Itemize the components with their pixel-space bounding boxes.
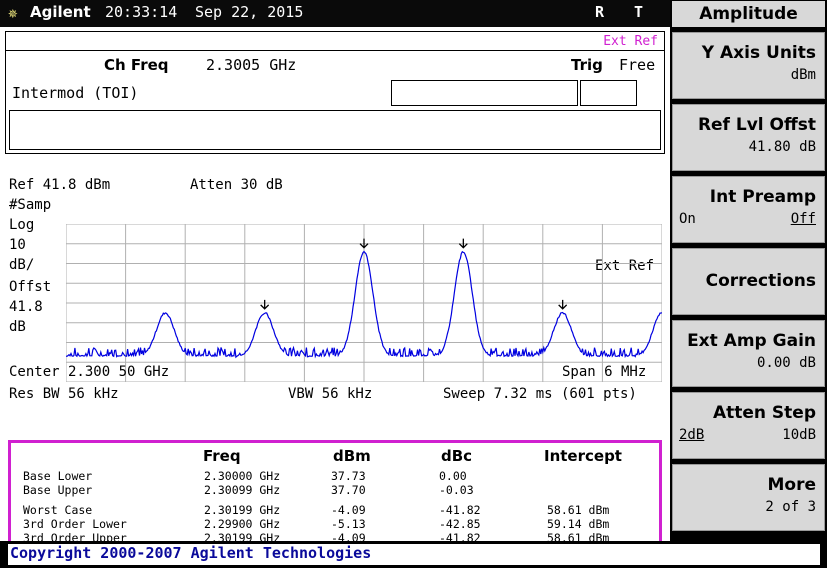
status-bar: ✵ Agilent 20:33:14 Sep 22, 2015 R T: [0, 0, 670, 27]
int-preamp-button[interactable]: Int Preamp On Off: [672, 176, 825, 243]
ext-amp-gain-label: Ext Amp Gain: [687, 331, 816, 351]
trigger-flag: T: [634, 3, 644, 21]
more-value: 2 of 3: [765, 499, 816, 515]
more-button[interactable]: More 2 of 3: [672, 464, 825, 531]
spectrum-plot: [66, 224, 662, 382]
spectrum-trace: [66, 250, 662, 359]
divider: [6, 50, 664, 51]
copyright-text: Copyright 2000-2007 Agilent Technologies: [8, 544, 820, 565]
cell-name: Base Upper: [23, 483, 93, 497]
span-label: Span 6 MHz: [562, 364, 647, 380]
scale-type-label: Log: [9, 217, 35, 233]
cell-dbc: -42.85: [439, 517, 481, 531]
ref-level-label: Ref 41.8 dBm: [9, 177, 111, 193]
cell-freq: 2.30099 GHz: [204, 483, 281, 497]
cell-name: Base Lower: [23, 469, 93, 483]
int-preamp-off: Off: [790, 211, 816, 227]
cell-dbm: -4.09: [331, 503, 366, 517]
measurement-mode: Intermod (TOI): [12, 84, 139, 102]
ext-amp-gain-button[interactable]: Ext Amp Gain 0.00 dB: [672, 320, 825, 387]
brand-name: Agilent: [30, 3, 91, 21]
trig-value: Free: [619, 56, 656, 74]
measurement-header: Ext Ref Ch Freq 2.3005 GHz Trig Free Int…: [5, 31, 665, 154]
remote-flag: R: [595, 3, 605, 21]
status-field: [391, 80, 578, 106]
agilent-logo-icon: ✵: [8, 3, 18, 22]
clock-date: Sep 22, 2015: [195, 3, 304, 21]
vbw-label: VBW 56 kHz: [288, 386, 373, 402]
trig-label: Trig: [571, 56, 603, 74]
y-axis-units-button[interactable]: Y Axis Units dBm: [672, 32, 825, 99]
ref-lvl-offst-value: 41.80 dB: [748, 139, 816, 155]
scale-unit-label: dB/: [9, 257, 35, 273]
cell-freq: 2.30199 GHz: [204, 503, 281, 517]
offset-label: Offst: [9, 279, 52, 295]
clock-time: 20:33:14: [105, 3, 178, 21]
cell-dbm: 37.73: [331, 469, 366, 483]
col-header-intercept: Intercept: [544, 447, 622, 465]
col-header-dbm: dBm: [333, 447, 371, 465]
peak-marker: [260, 299, 270, 310]
cell-intercept: 59.14 dBm: [547, 517, 610, 531]
col-header-freq: Freq: [203, 447, 241, 465]
ext-amp-gain-value: 0.00 dB: [756, 355, 816, 371]
atten-step-value: 10dB: [782, 427, 816, 443]
int-preamp-on: On: [679, 211, 696, 227]
cell-dbc: -41.82: [439, 503, 481, 517]
message-box: [9, 110, 661, 150]
cell-intercept: 58.61 dBm: [547, 503, 610, 517]
scale-value-label: 10: [9, 237, 26, 253]
ref-lvl-offst-button[interactable]: Ref Lvl Offst 41.80 dB: [672, 104, 825, 171]
ch-freq-value: 2.3005 GHz: [206, 56, 297, 74]
ext-ref-indicator: Ext Ref: [603, 34, 658, 49]
detector-label: #Samp: [9, 197, 52, 213]
cell-dbm: 37.70: [331, 483, 366, 497]
corrections-button[interactable]: Corrections: [672, 248, 825, 315]
atten-label: Atten 30 dB: [190, 177, 283, 193]
corrections-label: Corrections: [705, 271, 816, 291]
int-preamp-label: Int Preamp: [709, 187, 816, 207]
offset-value: 41.8: [9, 299, 43, 315]
results-table: Freq dBm dBc Intercept Base Lower 2.30000…: [8, 440, 662, 558]
copyright-bar: Copyright 2000-2007 Agilent Technologies: [0, 541, 827, 568]
cell-dbm: -5.13: [331, 517, 366, 531]
cell-name: 3rd Order Lower: [23, 517, 127, 531]
offset-unit: dB: [9, 319, 26, 335]
cell-dbc: -0.03: [439, 483, 474, 497]
measurement-screen: Ext Ref Ch Freq 2.3005 GHz Trig Free Int…: [0, 27, 670, 558]
atten-step-button[interactable]: Atten Step 2dB 10dB: [672, 392, 825, 459]
res-bw-label: Res BW 56 kHz: [9, 386, 119, 402]
ext-ref-plot-label: Ext Ref: [595, 258, 655, 274]
atten-step-label: Atten Step: [712, 403, 816, 423]
cell-name: Worst Case: [23, 503, 93, 517]
col-header-dbc: dBc: [441, 447, 473, 465]
ch-freq-label: Ch Freq: [104, 56, 169, 74]
more-label: More: [767, 475, 816, 495]
cell-freq: 2.30000 GHz: [204, 469, 281, 483]
y-axis-units-value: dBm: [790, 67, 816, 83]
center-freq-label: Center 2.300 50 GHz: [9, 364, 170, 380]
cell-freq: 2.29900 GHz: [204, 517, 281, 531]
cell-dbc: 0.00: [439, 469, 467, 483]
y-axis-units-label: Y Axis Units: [701, 43, 816, 63]
status-field-small: [580, 80, 637, 106]
menu-title: Amplitude: [672, 1, 825, 27]
atten-step-option-left: 2dB: [679, 427, 705, 443]
peak-marker: [458, 238, 468, 249]
softkey-panel: Amplitude Y Axis Units dBm Ref Lvl Offst…: [670, 0, 827, 541]
sweep-label: Sweep 7.32 ms (601 pts): [443, 386, 637, 402]
peak-marker: [558, 299, 568, 310]
ref-lvl-offst-label: Ref Lvl Offst: [697, 115, 816, 135]
peak-marker: [359, 238, 369, 249]
